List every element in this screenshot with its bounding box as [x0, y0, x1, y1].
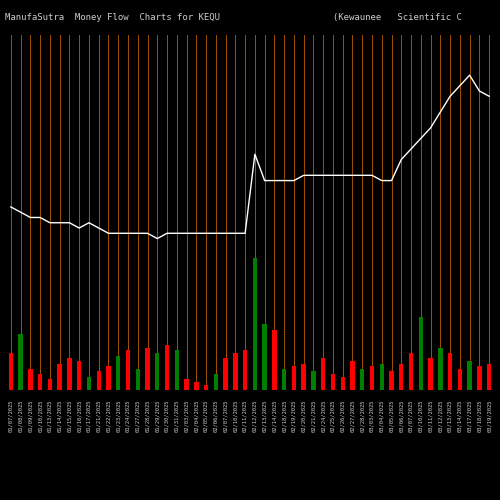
- Bar: [67, 358, 71, 390]
- Bar: [458, 369, 462, 390]
- Bar: [28, 369, 32, 390]
- Bar: [165, 345, 169, 390]
- Bar: [438, 348, 442, 390]
- Bar: [77, 361, 82, 390]
- Bar: [311, 372, 316, 390]
- Bar: [487, 364, 492, 390]
- Bar: [380, 364, 384, 390]
- Bar: [116, 356, 120, 390]
- Bar: [468, 361, 472, 390]
- Bar: [331, 374, 335, 390]
- Bar: [448, 353, 452, 390]
- Bar: [126, 350, 130, 390]
- Bar: [184, 380, 188, 390]
- Bar: [418, 318, 423, 390]
- Bar: [8, 353, 13, 390]
- Bar: [340, 377, 345, 390]
- Bar: [86, 377, 91, 390]
- Bar: [390, 372, 394, 390]
- Bar: [136, 369, 140, 390]
- Bar: [272, 330, 276, 390]
- Bar: [360, 369, 364, 390]
- Bar: [214, 374, 218, 390]
- Bar: [428, 358, 433, 390]
- Bar: [350, 361, 354, 390]
- Bar: [233, 353, 237, 390]
- Text: ManufaSutra  Money Flow  Charts for KEQU                     (Kewaunee   Scienti: ManufaSutra Money Flow Charts for KEQU (…: [5, 12, 462, 22]
- Bar: [96, 372, 101, 390]
- Bar: [155, 353, 160, 390]
- Bar: [409, 353, 414, 390]
- Bar: [194, 382, 198, 390]
- Bar: [146, 348, 150, 390]
- Bar: [243, 350, 248, 390]
- Bar: [224, 358, 228, 390]
- Bar: [262, 324, 267, 390]
- Bar: [38, 374, 42, 390]
- Bar: [252, 258, 257, 390]
- Bar: [174, 350, 179, 390]
- Bar: [302, 364, 306, 390]
- Bar: [370, 366, 374, 390]
- Bar: [477, 366, 482, 390]
- Bar: [292, 366, 296, 390]
- Bar: [18, 334, 23, 390]
- Bar: [321, 358, 326, 390]
- Bar: [204, 384, 208, 390]
- Bar: [48, 380, 52, 390]
- Bar: [58, 364, 62, 390]
- Bar: [399, 364, 404, 390]
- Bar: [282, 369, 286, 390]
- Bar: [106, 366, 110, 390]
